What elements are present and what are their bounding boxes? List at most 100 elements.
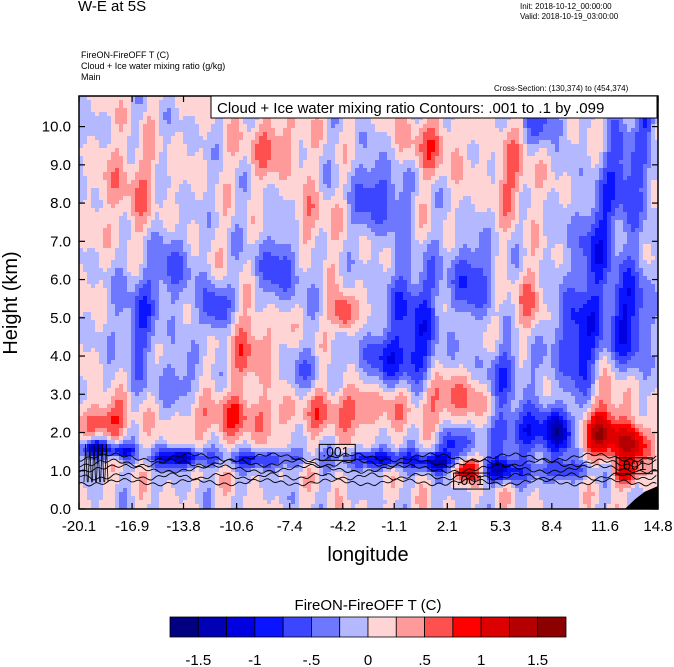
heat-cell (523, 132, 528, 137)
heat-cell (363, 128, 368, 133)
heat-cell (235, 136, 240, 141)
heat-cell (507, 132, 512, 137)
heat-cell (319, 196, 324, 201)
heat-cell (283, 232, 288, 237)
heat-cell (95, 148, 100, 153)
heat-cell (311, 196, 316, 201)
heat-cell (323, 164, 328, 169)
heat-cell (143, 96, 148, 101)
heat-cell (547, 192, 552, 197)
heat-cell (123, 128, 128, 133)
heat-cell (143, 144, 148, 149)
heat-cell (191, 196, 196, 201)
heat-cell (379, 184, 384, 189)
heat-cell (423, 204, 428, 209)
heat-cell (583, 196, 588, 201)
heat-cell (503, 160, 508, 165)
heat-cell (351, 228, 356, 233)
heat-cell (207, 188, 212, 193)
heat-cell (507, 164, 512, 169)
heat-cell (543, 160, 548, 165)
heat-cell (491, 148, 496, 153)
heat-cell (79, 132, 84, 137)
heat-cell (499, 128, 504, 133)
heat-cell (443, 152, 448, 157)
heat-cell (215, 128, 220, 133)
heat-cell (303, 168, 308, 173)
heat-cell (447, 136, 452, 141)
heat-cell (603, 176, 608, 181)
heat-cell (395, 172, 400, 177)
heat-cell (547, 216, 552, 221)
heat-cell (403, 200, 408, 205)
heat-cell (567, 204, 572, 209)
heat-cell (379, 160, 384, 165)
heat-cell (159, 228, 164, 233)
heat-cell (331, 132, 336, 137)
heat-cell (175, 152, 180, 157)
heat-cell (151, 148, 156, 153)
heat-cell (147, 116, 152, 121)
heat-cell (539, 148, 544, 153)
heat-cell (543, 124, 548, 129)
heat-cell (379, 216, 384, 221)
heat-cell (475, 120, 480, 125)
heat-cell (463, 216, 468, 221)
heat-cell (127, 144, 132, 149)
heat-cell (299, 168, 304, 173)
heat-cell (383, 152, 388, 157)
heat-cell (163, 176, 168, 181)
heat-cell (223, 136, 228, 141)
heat-cell (599, 156, 604, 161)
heat-cell (255, 228, 260, 233)
heat-cell (555, 132, 560, 137)
heat-cell (631, 140, 636, 145)
heat-cell (515, 156, 520, 161)
heat-cell (475, 140, 480, 145)
heat-cell (527, 132, 532, 137)
heat-cell (655, 204, 658, 209)
heat-cell (635, 212, 640, 217)
heat-cell (319, 228, 324, 233)
heat-cell (123, 152, 128, 157)
heat-cell (207, 196, 212, 201)
heat-cell (211, 180, 216, 185)
heat-cell (347, 124, 352, 129)
heat-cell (143, 140, 148, 145)
heat-cell (375, 200, 380, 205)
heat-cell (251, 228, 256, 233)
heat-cell (647, 188, 652, 193)
heat-cell (183, 172, 188, 177)
heat-cell (479, 132, 484, 137)
heat-cell (343, 176, 348, 181)
heat-cell (623, 148, 628, 153)
heat-cell (655, 192, 658, 197)
heat-cell (195, 100, 200, 105)
heat-cell (547, 224, 552, 229)
heat-cell (559, 160, 564, 165)
heat-cell (147, 136, 152, 141)
heat-cell (143, 212, 148, 217)
heat-cell (351, 128, 356, 133)
heat-cell (603, 188, 608, 193)
heat-cell (271, 196, 276, 201)
heat-cell (551, 140, 556, 145)
heat-cell (259, 148, 264, 153)
heat-cell (267, 228, 272, 233)
heat-cell (211, 212, 216, 217)
heat-cell (255, 176, 260, 181)
heat-cell (207, 228, 212, 233)
heat-cell (331, 200, 336, 205)
heat-cell (319, 164, 324, 169)
heat-cell (231, 212, 236, 217)
heat-cell (507, 156, 512, 161)
heat-cell (587, 216, 592, 221)
heat-cell (579, 128, 584, 133)
heat-cell (367, 200, 372, 205)
heat-cell (111, 232, 116, 237)
heat-cell (547, 200, 552, 205)
heat-cell (379, 168, 384, 173)
heat-cell (495, 160, 500, 165)
heat-cell (655, 216, 658, 221)
heat-cell (227, 224, 232, 229)
